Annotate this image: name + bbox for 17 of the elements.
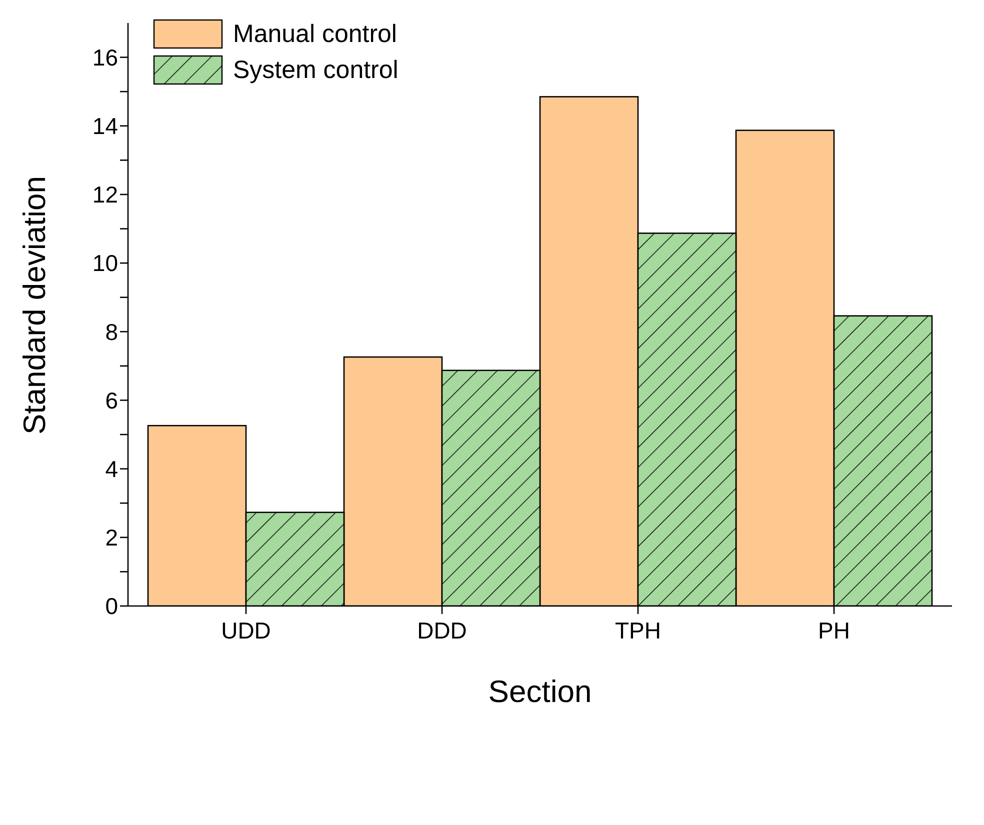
x-tick-label: UDD: [221, 617, 271, 644]
x-tick-label: DDD: [417, 617, 467, 644]
y-tick-label: 8: [105, 318, 118, 345]
y-tick-label: 14: [92, 113, 118, 140]
x-tick-label: PH: [818, 617, 850, 644]
y-tick-label: 0: [105, 593, 118, 620]
legend-label: System control: [233, 56, 398, 84]
x-tick-label: TPH: [615, 617, 661, 644]
y-tick-label: 10: [92, 250, 118, 276]
y-axis-title: Standard deviation: [17, 176, 52, 434]
y-tick-label: 16: [92, 44, 118, 70]
y-tick-label: 12: [92, 182, 118, 208]
y-tick-label: 2: [105, 524, 118, 551]
y-tick-label: 4: [105, 456, 118, 482]
y-tick-label: 6: [105, 387, 118, 414]
x-axis-title: Section: [488, 674, 592, 709]
legend-label: Manual control: [233, 20, 397, 48]
